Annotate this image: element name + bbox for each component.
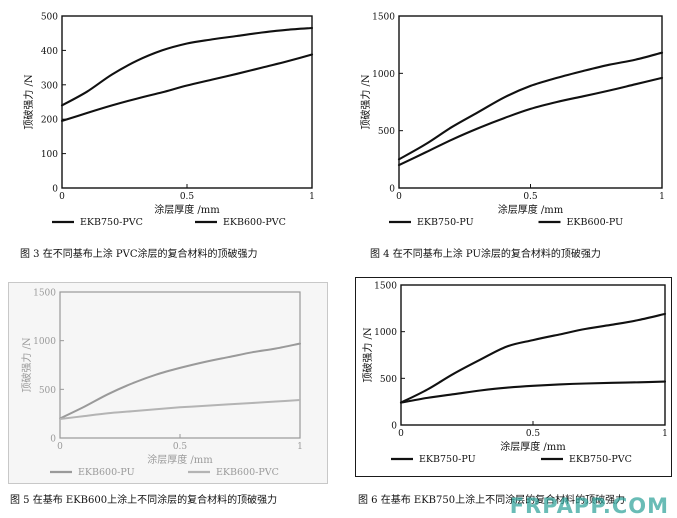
y-tick-label: 500 <box>380 375 397 385</box>
x-tick-label: 1 <box>659 192 665 202</box>
y-tick-label: 500 <box>378 127 395 137</box>
y-tick-label: 1000 <box>33 337 56 347</box>
legend-label: EKB750-PVC <box>80 217 143 228</box>
watermark-text: FRPAPP.COM <box>509 494 669 518</box>
series-line-ekb600-pvc <box>59 399 301 420</box>
series-line-ekb750-pu <box>399 312 667 404</box>
figure-5-plot: 0 500 1000 1500 0 0.5 1 涂层厚度 /mm 顶破强力 /N EKB600-P… <box>20 289 303 479</box>
x-tick-label: 1 <box>662 429 668 439</box>
x-axis-label: 涂层厚度 /mm <box>147 453 213 466</box>
y-tick-label: 0 <box>389 185 395 195</box>
x-tick-label: 0 <box>398 429 404 439</box>
figure-5-background <box>8 282 328 484</box>
y-axis-label: 顶破强力 /N <box>359 74 372 130</box>
x-tick-label: 0 <box>57 442 63 452</box>
legend-label: EKB600-PVC <box>223 217 286 228</box>
y-tick-label: 500 <box>39 386 56 396</box>
figure-3-plot: 0 100 200 300 400 500 0 0.5 1 涂层厚度 /mm 顶破强力 /N EKB7… <box>22 13 315 229</box>
series-line-ekb600-pvc <box>60 53 314 122</box>
series-line-ekb750-pu <box>397 51 664 161</box>
x-tick-label: 1 <box>297 442 303 452</box>
y-tick-label: 500 <box>41 13 58 23</box>
y-axis-label: 顶破强力 /N <box>22 74 35 130</box>
y-tick-label: 100 <box>41 150 58 160</box>
x-tick-label: 0 <box>396 192 402 202</box>
series-line-ekb750-pvc <box>399 380 667 404</box>
x-axis-label: 涂层厚度 /mm <box>498 203 564 216</box>
x-tick-label: 0 <box>59 192 65 202</box>
figure-5: 0 500 1000 1500 0 0.5 1 涂层厚度 /mm 顶破强力 /N EKB600-P… <box>0 0 338 518</box>
figure-6-border <box>355 277 672 477</box>
y-tick-label: 1500 <box>372 13 395 23</box>
y-axis-label: 顶破强力 /N <box>361 327 374 383</box>
legend-label: EKB600-PU <box>567 217 624 228</box>
x-tick-label: 0.5 <box>526 429 541 439</box>
x-tick-label: 0.5 <box>180 192 195 202</box>
x-axis-label: 涂层厚度 /mm <box>500 440 566 453</box>
legend-label: EKB600-PU <box>78 467 135 478</box>
y-tick-label: 1000 <box>374 328 397 338</box>
x-axis-label: 涂层厚度 /mm <box>154 203 220 216</box>
legend-label: EKB600-PVC <box>216 467 279 478</box>
y-tick-label: 0 <box>52 185 58 195</box>
y-tick-label: 0 <box>50 435 56 445</box>
y-tick-label: 1500 <box>374 282 397 292</box>
y-tick-label: 1000 <box>372 70 395 80</box>
legend-label: EKB750-PU <box>419 454 476 465</box>
series-line-ekb750-pvc <box>60 26 314 107</box>
figure-5-caption: 图 5 在基布 EKB600上涂上不同涂层的复合材料的顶破强力 <box>10 495 278 506</box>
figure-4: 0 500 1000 1500 0 0.5 1 涂层厚度 /mm 顶破强力 /N EKB750-P… <box>359 13 665 261</box>
y-tick-label: 1500 <box>33 289 56 299</box>
figure-4-plot: 0 500 1000 1500 0 0.5 1 涂层厚度 /mm 顶破强力 /N EKB750-P… <box>359 13 665 229</box>
legend-label: EKB750-PVC <box>569 454 632 465</box>
plot-area-frame <box>400 284 666 426</box>
x-tick-label: 0.5 <box>523 192 538 202</box>
legend-label: EKB750-PU <box>417 217 474 228</box>
y-tick-label: 200 <box>41 116 58 126</box>
y-tick-label: 400 <box>41 47 58 57</box>
x-tick-label: 1 <box>309 192 315 202</box>
figure-4-caption: 图 4 在不同基布上涂 PU涂层的复合材料的顶破强力 <box>370 249 601 260</box>
y-tick-label: 300 <box>41 81 58 91</box>
figure-3: 0 100 200 300 400 500 0 0.5 1 涂层厚度 /mm 顶破强力 /N EKB7… <box>0 0 338 262</box>
series-line-ekb600-pu <box>59 342 301 420</box>
y-tick-label: 0 <box>391 422 397 432</box>
x-tick-label: 0.5 <box>173 442 188 452</box>
figure-6-caption: 图 6 在基布 EKB750上涂上不同涂层的复合材料的顶破强力 <box>358 495 626 506</box>
figure-3-caption: 图 3 在不同基布上涂 PVC涂层的复合材料的顶破强力 <box>20 249 258 260</box>
y-axis-label: 顶破强力 /N <box>20 337 33 393</box>
series-line-ekb600-pu <box>397 76 664 167</box>
